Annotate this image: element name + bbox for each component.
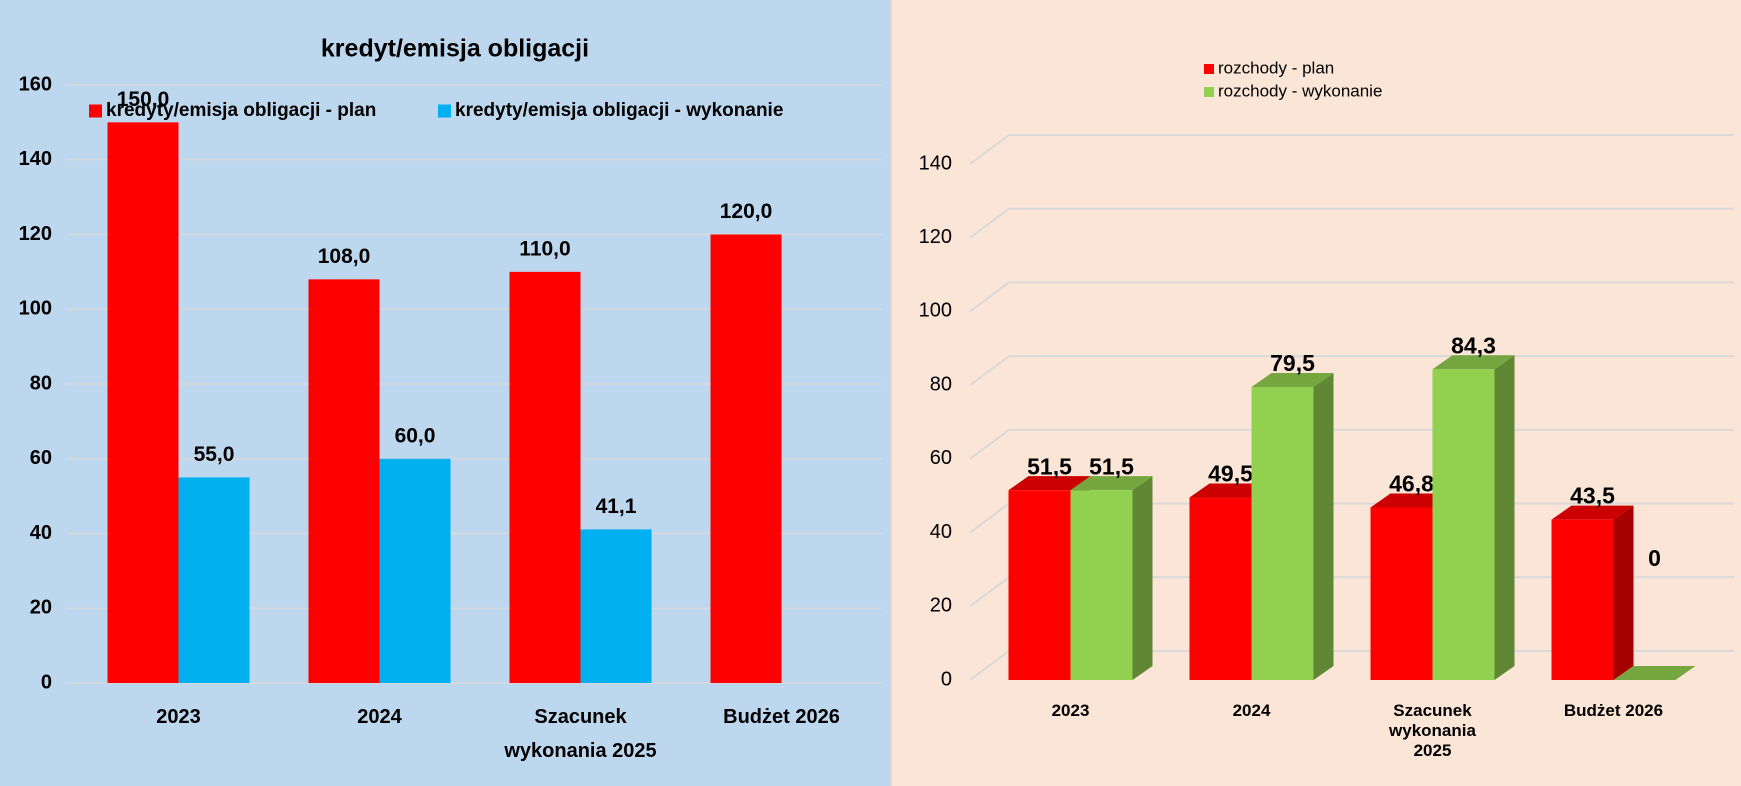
data-label: 51,5: [1027, 453, 1072, 479]
bar-side: [1313, 372, 1334, 680]
bar: [107, 122, 179, 683]
x-tick-label: 2023: [1052, 701, 1090, 720]
bar: [1008, 490, 1071, 680]
y-tick-label: 20: [930, 595, 952, 617]
y-tick-label: 40: [30, 522, 52, 544]
bar: [1370, 507, 1433, 680]
bar-side: [1494, 355, 1515, 680]
bar-side: [1132, 476, 1153, 680]
bar: [1251, 386, 1314, 680]
grid-line: [969, 134, 1734, 165]
x-tick-label: Budżet 2026: [723, 706, 840, 728]
bar: [308, 279, 380, 683]
x-tick-label: Szacunek wykonania 2025: [1388, 701, 1476, 760]
y-tick-label: 80: [930, 373, 952, 395]
y-tick-label: 60: [30, 447, 52, 469]
legend-label: rozchody - wykonanie: [1218, 81, 1382, 100]
data-label: 110,0: [519, 237, 570, 260]
x-tick-label: 2023: [156, 706, 201, 728]
data-label: 150,0: [117, 88, 170, 111]
data-label: 84,3: [1451, 332, 1496, 358]
y-tick-label: 0: [941, 668, 952, 690]
data-label: 60,0: [395, 424, 436, 447]
y-tick-label: 100: [19, 298, 52, 320]
grid-line: [969, 207, 1734, 239]
y-tick-label: 60: [930, 447, 952, 469]
y-tick-label: 120: [19, 223, 52, 245]
data-label: 43,5: [1570, 483, 1615, 509]
legend-label: kredyty/emisja obligacji - plan: [106, 100, 376, 121]
legend-swatch: [89, 104, 102, 118]
data-label: 79,5: [1270, 350, 1315, 376]
bar: [1189, 497, 1252, 680]
bar: [1432, 369, 1495, 680]
legend-label: rozchody - plan: [1218, 58, 1334, 77]
data-label: 51,5: [1089, 453, 1134, 479]
y-tick-label: 160: [19, 73, 52, 95]
x-tick-label: 2024: [1233, 701, 1271, 720]
bar: [1070, 490, 1133, 680]
data-label: 49,5: [1208, 461, 1253, 487]
bar-top: [1008, 476, 1091, 491]
data-label: 41,1: [596, 495, 637, 518]
y-tick-label: 100: [919, 300, 952, 322]
bar-top: [1251, 372, 1334, 387]
data-label: 108,0: [318, 245, 371, 268]
bar: [710, 234, 782, 683]
data-label: 0: [1648, 545, 1661, 571]
x-tick-label: Budżet 2026: [1564, 701, 1663, 720]
legend-swatch: [438, 104, 451, 118]
data-label: 46,8: [1389, 471, 1434, 497]
data-label: 120,0: [720, 200, 773, 223]
y-tick-label: 80: [30, 372, 52, 394]
chart-title: kredyt/emisja obligacji: [321, 35, 589, 63]
y-tick-label: 140: [19, 148, 52, 170]
y-tick-label: 20: [30, 597, 52, 619]
legend-swatch: [1204, 64, 1214, 74]
y-tick-label: 140: [919, 152, 952, 174]
bar: [178, 477, 250, 683]
grid-line: [969, 281, 1734, 313]
bar: [1551, 519, 1614, 680]
x-tick-label: Szacunek wykonania 2025: [503, 706, 656, 762]
bar-top: [1551, 505, 1634, 520]
legend-label: kredyty/emisja obligacji - wykonanie: [455, 100, 783, 121]
bar: [379, 458, 451, 683]
bar: [509, 271, 581, 683]
bar-top: [1432, 355, 1515, 370]
bar-top: [1070, 476, 1153, 491]
data-label: 55,0: [194, 443, 235, 466]
legend-swatch: [1204, 87, 1214, 97]
bar-top: [1613, 666, 1696, 680]
y-tick-label: 0: [41, 671, 52, 693]
bar-top: [1189, 483, 1272, 498]
bar-side: [1613, 505, 1634, 680]
y-tick-label: 40: [930, 521, 952, 543]
bar: [580, 529, 652, 683]
bar-top: [1370, 493, 1453, 508]
x-tick-label: 2024: [357, 706, 402, 728]
y-tick-label: 120: [919, 226, 952, 248]
